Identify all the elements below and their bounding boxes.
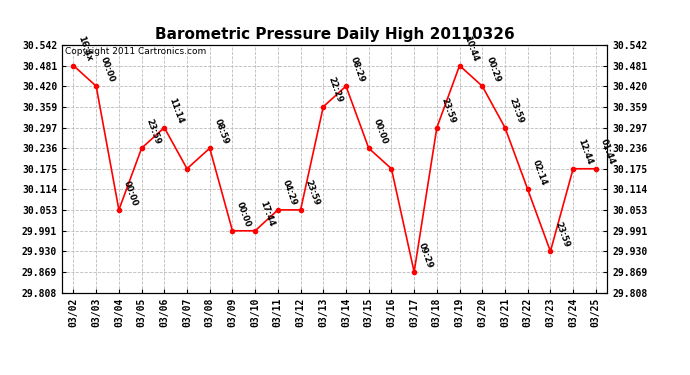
- Text: 23:59: 23:59: [440, 97, 457, 125]
- Title: Barometric Pressure Daily High 20110326: Barometric Pressure Daily High 20110326: [155, 27, 515, 42]
- Text: 08:29: 08:29: [348, 56, 366, 83]
- Text: 00:00: 00:00: [371, 117, 389, 146]
- Text: 17:44: 17:44: [258, 200, 275, 228]
- Text: 02:14: 02:14: [531, 158, 548, 186]
- Text: 00:00: 00:00: [99, 56, 117, 83]
- Text: 08:59: 08:59: [213, 117, 230, 146]
- Text: 00:29: 00:29: [485, 56, 502, 83]
- Text: 10:44: 10:44: [462, 34, 480, 63]
- Text: 04:29: 04:29: [281, 179, 298, 207]
- Text: 12:44: 12:44: [576, 138, 593, 166]
- Text: 00:00: 00:00: [235, 200, 253, 228]
- Text: 23:59: 23:59: [144, 117, 162, 146]
- Text: 23:59: 23:59: [508, 97, 525, 125]
- Text: 22:29: 22:29: [326, 76, 344, 104]
- Text: 01:44: 01:44: [599, 138, 616, 166]
- Text: 00:00: 00:00: [121, 179, 139, 207]
- Text: 23:59: 23:59: [304, 179, 321, 207]
- Text: 16:4x: 16:4x: [76, 35, 94, 63]
- Text: Copyright 2011 Cartronics.com: Copyright 2011 Cartronics.com: [65, 48, 206, 57]
- Text: 09:29: 09:29: [417, 241, 435, 269]
- Text: 11:14: 11:14: [167, 96, 185, 125]
- Text: 23:59: 23:59: [553, 220, 571, 249]
